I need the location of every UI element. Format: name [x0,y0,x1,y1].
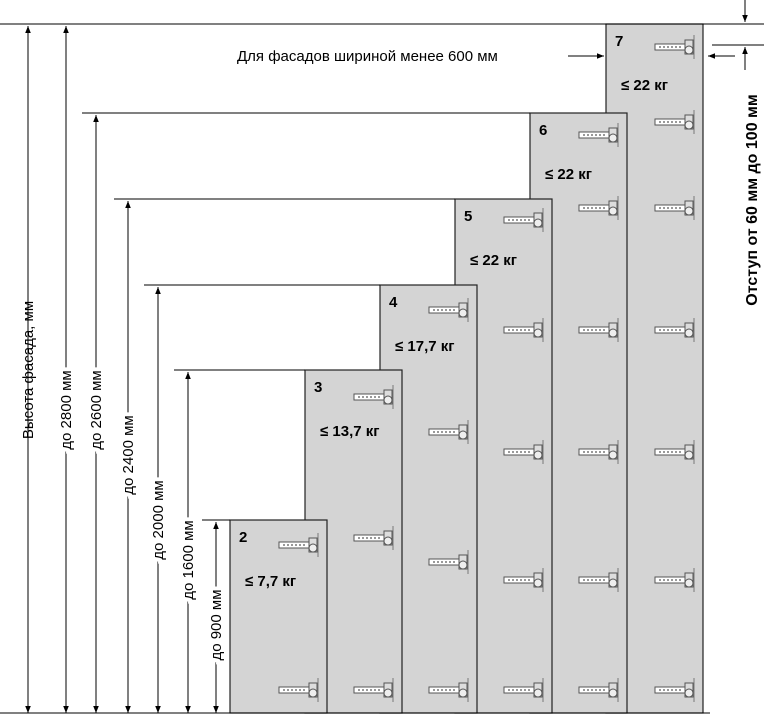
hinge [278,678,319,702]
panel-number: 6 [539,122,547,139]
narrow-label: Для фасадов шириной менее 600 мм [237,48,498,65]
hinge-cup [458,560,468,570]
hinge [278,533,319,557]
panel-number: 5 [464,208,472,225]
hinge-cup [533,328,543,338]
hinge-cup [458,430,468,440]
hinge [654,196,695,220]
hinge-cup [458,308,468,318]
hinge-cup [684,328,694,338]
panel-weight: ≤ 22 кг [545,166,592,183]
hinge [428,550,469,574]
hinge-cup [684,206,694,216]
hinge-cup [684,578,694,588]
hinge-cup [383,688,393,698]
panel-number: 2 [239,529,247,546]
hinge-cup [383,536,393,546]
hinge [654,318,695,342]
panel-number: 4 [389,294,398,311]
hinge-cup [608,688,618,698]
limit-label: до 1600 мм [180,520,197,599]
hinge [503,678,544,702]
limit-label: до 2800 мм [58,370,75,449]
hinge-cup [533,688,543,698]
limit-label: до 2400 мм [120,415,137,494]
hinge [654,568,695,592]
hinge [578,318,619,342]
hinge [578,568,619,592]
hinge-cup [383,395,393,405]
hinge-cup [608,328,618,338]
hinge [578,196,619,220]
panel-number: 7 [615,33,623,50]
hinge [578,440,619,464]
hinge [654,440,695,464]
hinge [353,385,394,409]
hinge [578,123,619,147]
hinge [353,678,394,702]
panel-number: 3 [314,379,322,396]
hinge-cup [608,450,618,460]
hinge [503,440,544,464]
limit-label: до 900 мм [208,589,225,660]
offset-label: Отступ от 60 мм до 100 мм [744,94,761,305]
hinge-cup [533,578,543,588]
panel-weight: ≤ 22 кг [470,252,517,269]
hinge-cup [458,688,468,698]
hinge [654,110,695,134]
hinge [654,678,695,702]
panel-weight: ≤ 7,7 кг [245,573,296,590]
panel: 2 ≤ 7,7 кг [229,519,328,714]
hinge-cup [608,206,618,216]
hinge [503,318,544,342]
hinge-cup [684,450,694,460]
hinge-cup [308,543,318,553]
hinge [654,35,695,59]
hinge-cup [608,133,618,143]
panel-weight: ≤ 22 кг [621,77,668,94]
hinge [578,678,619,702]
limit-label: до 2600 мм [88,370,105,449]
limit-label: до 2000 мм [150,480,167,559]
hinge-cup [684,120,694,130]
hinge-cup [684,688,694,698]
hinge-cup [684,45,694,55]
hinge [503,208,544,232]
panels: 7 ≤ 22 кг 6 ≤ 22 кг 5 ≤ 22 кг 4 ≤ 17,7 кг 3 ≤ 13,… [229,23,704,714]
hinge-cup [533,218,543,228]
hinge-cup [308,688,318,698]
hinge-cup [608,578,618,588]
panel-weight: ≤ 17,7 кг [395,338,455,355]
hinge [428,678,469,702]
hinge [503,568,544,592]
hinge [428,298,469,322]
hinge [353,526,394,550]
hinge [428,420,469,444]
panel-weight: ≤ 13,7 кг [320,423,380,440]
hinge-cup [533,450,543,460]
